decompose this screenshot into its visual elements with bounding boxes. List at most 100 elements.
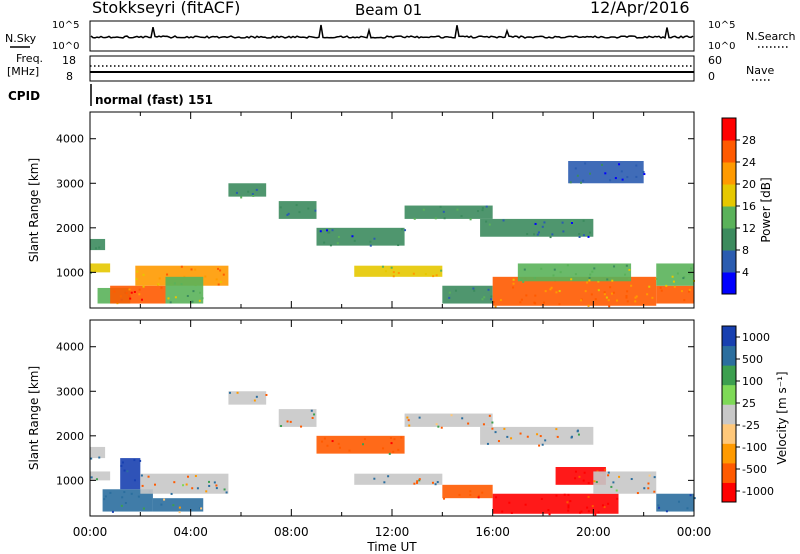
power-echo-speckle: [219, 269, 222, 272]
velocity-colorbar: 1000 500 100 25 -25 -100 -500 -1000: [721, 325, 774, 503]
power-echo-speckle: [329, 244, 332, 247]
velocity-echo-speckle: [313, 413, 316, 416]
y-tick-label: 2000: [56, 222, 84, 235]
power-echo-region: [316, 227, 405, 246]
velocity-echo-speckle: [140, 474, 143, 477]
power-echo-speckle: [608, 305, 611, 308]
x-tick-label: 08:00: [274, 525, 309, 539]
power-echo-speckle: [688, 272, 691, 275]
power-panel: 1000 2000 3000 4000 Slant Range [km] 4 8 12 16…: [27, 111, 773, 309]
velocity-colorbar-tick-label: 100: [742, 375, 763, 388]
power-echo-speckle: [174, 296, 177, 299]
power-echo-speckle: [373, 237, 376, 240]
velocity-echo-speckle: [300, 425, 303, 428]
power-echo-speckle: [192, 290, 195, 293]
velocity-echo-region: [228, 391, 267, 405]
power-echo-speckle: [512, 282, 515, 285]
power-colorbar-swatch: [722, 272, 736, 295]
power-echo-speckle: [138, 288, 141, 291]
power-echo-speckle: [128, 295, 131, 298]
power-echo-speckle: [435, 274, 438, 277]
power-echo-speckle: [646, 293, 649, 296]
velocity-echo-region: [120, 458, 141, 490]
velocity-echo-speckle: [630, 478, 633, 481]
x-axis-title: Time UT: [366, 540, 417, 554]
power-echo-speckle: [472, 287, 475, 290]
velocity-echo-speckle: [450, 414, 453, 417]
power-echo-speckle: [412, 272, 415, 275]
velocity-echo-speckle: [255, 395, 258, 398]
velocity-echo-region: [442, 484, 493, 499]
velocity-echo-speckle: [648, 474, 651, 477]
velocity-colorbar-swatch: [722, 326, 736, 347]
power-echo-speckle: [660, 289, 663, 292]
velocity-echo-speckle: [225, 491, 228, 494]
velocity-echo-speckle: [653, 476, 656, 479]
power-echo-speckle: [628, 268, 631, 271]
velocity-echo-region: [656, 493, 694, 512]
velocity-echo-speckle: [199, 507, 202, 510]
power-echo-speckle: [135, 278, 138, 281]
velocity-echo-speckle: [497, 440, 500, 443]
velocity-echo-region: [102, 489, 153, 512]
velocity-echo-speckle: [615, 489, 618, 492]
power-echo-speckle: [635, 295, 638, 298]
power-colorbar-tick-label: 16: [742, 200, 756, 213]
power-echo-speckle: [483, 296, 486, 299]
freq-label: Freq.: [16, 52, 43, 65]
velocity-echo-speckle: [578, 475, 581, 478]
power-colorbar-tick-label: 4: [742, 266, 749, 279]
power-echo-speckle: [440, 269, 443, 272]
velocity-echo-speckle: [539, 435, 542, 438]
velocity-echo-speckle: [205, 490, 208, 493]
velocity-echo-speckle: [477, 496, 480, 499]
power-echo-speckle: [400, 228, 403, 231]
velocity-echo-speckle: [567, 506, 570, 509]
velocity-echo-speckle: [123, 491, 126, 494]
velocity-echo-speckle: [494, 431, 497, 434]
velocity-echo-speckle: [508, 501, 511, 504]
velocity-echo-speckle: [541, 443, 544, 446]
power-echo-speckle: [166, 273, 169, 276]
velocity-panel: 1000 2000 3000 4000 00:00 04:00 08:00 12:00 16:…: [27, 319, 789, 539]
velocity-echo-speckle: [469, 490, 472, 493]
power-echo-speckle: [125, 292, 128, 295]
velocity-echo-speckle: [253, 399, 256, 402]
power-echo-speckle: [169, 301, 172, 304]
power-echo-speckle: [580, 181, 583, 184]
power-echo-speckle: [593, 267, 596, 270]
velocity-echo-speckle: [586, 506, 589, 509]
power-echo-speckle: [597, 280, 600, 283]
velocity-echo-speckle: [583, 471, 586, 474]
power-heatmap: [90, 161, 695, 308]
power-echo-speckle: [558, 290, 561, 293]
velocity-echo-speckle: [215, 487, 218, 490]
nave-tick-bottom: 0: [708, 70, 715, 83]
power-echo-speckle: [533, 233, 536, 236]
power-echo-speckle: [512, 286, 515, 289]
power-echo-speckle: [635, 164, 638, 167]
y-tick-label: 4000: [56, 133, 84, 146]
power-echo-speckle: [201, 297, 204, 300]
power-echo-speckle: [485, 220, 488, 223]
power-echo-speckle: [549, 236, 552, 239]
y-tick-label: 1000: [56, 266, 84, 279]
velocity-echo-speckle: [141, 484, 144, 487]
power-echo-speckle: [136, 270, 139, 273]
power-echo-speckle: [570, 278, 573, 281]
velocity-echo-speckle: [591, 505, 594, 508]
power-echo-speckle: [680, 290, 683, 293]
velocity-echo-region: [90, 471, 111, 481]
power-echo-speckle: [569, 181, 572, 184]
velocity-echo-speckle: [495, 496, 498, 499]
velocity-colorbar-tick-label: -500: [742, 463, 767, 476]
power-echo-speckle: [603, 291, 606, 294]
power-echo-speckle: [397, 272, 400, 275]
power-echo-speckle: [351, 235, 354, 238]
power-echo-speckle: [559, 271, 562, 274]
power-echo-speckle: [487, 288, 490, 291]
velocity-echo-speckle: [610, 485, 613, 488]
velocity-colorbar-tick-label: -25: [742, 419, 760, 432]
velocity-echo-speckle: [607, 502, 610, 505]
power-echo-speckle: [552, 274, 555, 277]
